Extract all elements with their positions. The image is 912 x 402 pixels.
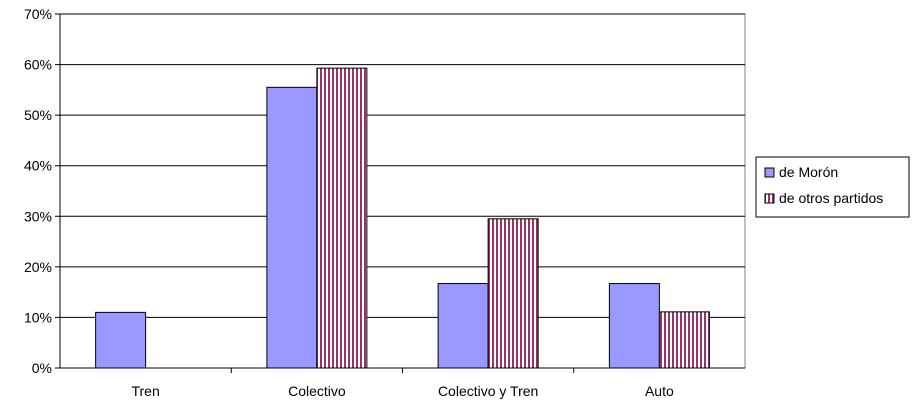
x-axis: Tren Colectivo Colectivo y Tren Auto: [60, 367, 745, 399]
legend-swatch: [764, 193, 775, 204]
bar-de-moron: [266, 86, 318, 369]
x-tick-label: Colectivo y Tren: [438, 383, 538, 399]
y-tick-label: 0%: [32, 360, 52, 376]
bar-de-moron: [608, 283, 660, 369]
y-axis: 0% 10% 20% 30% 40% 50% 60% 70%: [24, 6, 61, 376]
y-tick-label: 60%: [24, 57, 52, 73]
y-tick-label: 40%: [24, 158, 52, 174]
x-tick-label: Tren: [131, 383, 159, 399]
x-tick-label: Auto: [645, 383, 674, 399]
legend-label: de otros partidos: [779, 190, 883, 206]
legend-swatch: [764, 167, 775, 178]
bar-de-otros-partidos: [316, 67, 368, 369]
legend: de Morón de otros partidos: [755, 156, 910, 218]
y-tick-label: 70%: [24, 6, 52, 22]
bar-de-otros-partidos: [487, 218, 539, 369]
bar-de-otros-partidos: [658, 311, 710, 369]
legend-box: [755, 156, 910, 218]
bar-de-moron: [437, 283, 489, 369]
y-tick-label: 50%: [24, 107, 52, 123]
y-tick-label: 30%: [24, 208, 52, 224]
legend-label: de Morón: [779, 164, 838, 180]
bars: [95, 67, 710, 369]
y-tick-label: 10%: [24, 309, 52, 325]
bar-de-moron: [95, 311, 147, 369]
y-tick-label: 20%: [24, 259, 52, 275]
x-tick-label: Colectivo: [288, 383, 346, 399]
